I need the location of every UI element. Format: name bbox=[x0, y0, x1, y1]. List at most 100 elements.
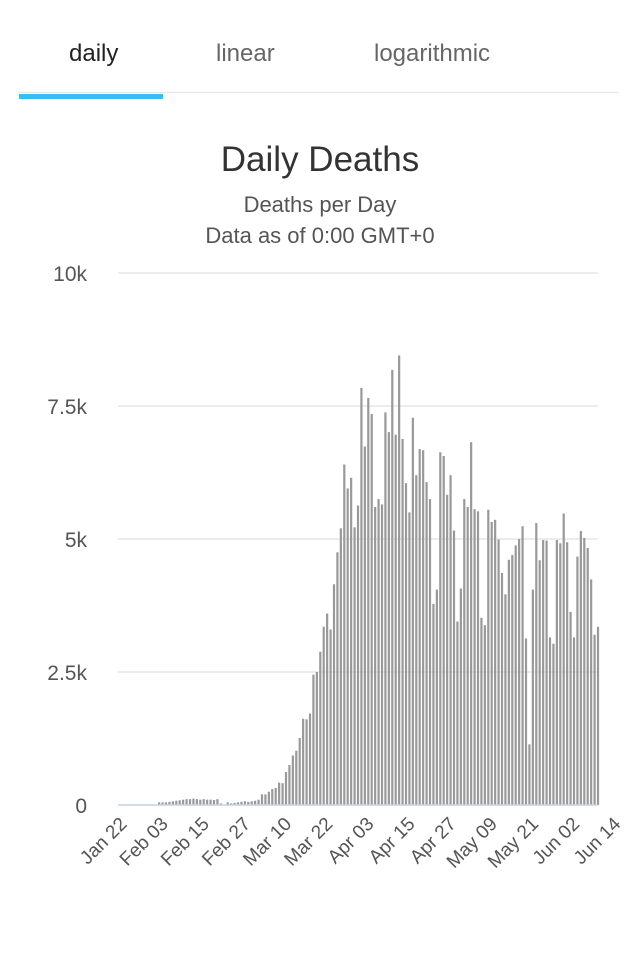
bar bbox=[308, 713, 312, 805]
bar bbox=[531, 589, 534, 805]
bar bbox=[339, 528, 342, 805]
bar bbox=[271, 789, 274, 805]
chart-subtitle: Deaths per Day bbox=[243, 192, 397, 217]
bar bbox=[254, 800, 257, 805]
bar bbox=[274, 787, 277, 805]
bar bbox=[199, 799, 202, 805]
y-tick-label: 5k bbox=[65, 529, 88, 552]
bar bbox=[192, 798, 195, 805]
bar bbox=[452, 530, 456, 805]
bar bbox=[590, 579, 593, 805]
bar bbox=[302, 718, 305, 805]
bar bbox=[284, 772, 288, 805]
bar bbox=[168, 801, 171, 805]
y-tick-label: 7.5k bbox=[47, 396, 87, 419]
bar bbox=[586, 548, 589, 805]
bar bbox=[514, 545, 517, 805]
bar bbox=[404, 483, 408, 805]
tab-logarithmic[interactable]: logarithmic bbox=[374, 40, 491, 67]
bar bbox=[521, 526, 524, 805]
bar bbox=[291, 755, 294, 805]
x-tick-label: Apr 03 bbox=[324, 814, 378, 868]
bar bbox=[158, 802, 161, 805]
bar bbox=[394, 434, 397, 805]
bar bbox=[305, 719, 308, 805]
bar bbox=[432, 603, 435, 805]
bar bbox=[480, 617, 483, 805]
bar bbox=[576, 556, 579, 805]
bar bbox=[281, 783, 284, 805]
bar bbox=[425, 482, 428, 805]
bar bbox=[161, 802, 164, 805]
bar bbox=[542, 540, 545, 805]
bar bbox=[264, 794, 267, 805]
bar bbox=[195, 799, 198, 805]
bar bbox=[566, 542, 569, 805]
bar bbox=[408, 512, 411, 805]
tab-bar: daily linear logarithmic bbox=[18, 0, 619, 100]
bar bbox=[415, 475, 418, 805]
bar bbox=[326, 613, 329, 805]
bar bbox=[459, 588, 462, 805]
bar bbox=[343, 464, 346, 805]
bar bbox=[322, 626, 325, 805]
bar bbox=[188, 799, 192, 805]
bar bbox=[456, 621, 459, 805]
bar bbox=[579, 531, 582, 805]
chart-data-timestamp: Data as of 0:00 GMT+0 bbox=[205, 223, 435, 248]
bar bbox=[315, 672, 318, 805]
chart-title: Daily Deaths bbox=[220, 140, 420, 179]
bar bbox=[202, 799, 205, 805]
active-tab-indicator bbox=[19, 94, 163, 99]
bar bbox=[483, 625, 486, 805]
bar bbox=[545, 540, 548, 805]
bar bbox=[439, 452, 442, 805]
bar bbox=[360, 387, 363, 805]
tab-daily[interactable]: daily bbox=[69, 40, 119, 67]
bar bbox=[504, 594, 507, 805]
bar bbox=[233, 802, 236, 805]
bar bbox=[230, 803, 233, 805]
bar bbox=[391, 369, 394, 805]
x-tick-label: Jun 14 bbox=[570, 813, 625, 868]
bar bbox=[346, 488, 349, 805]
bar bbox=[490, 521, 493, 805]
bar bbox=[353, 527, 356, 805]
bar bbox=[411, 417, 414, 805]
bar bbox=[350, 477, 353, 805]
y-tick-label: 0 bbox=[75, 795, 87, 818]
bar bbox=[446, 494, 449, 805]
bar bbox=[298, 737, 301, 805]
bar bbox=[476, 511, 480, 805]
bar bbox=[528, 744, 531, 805]
bar bbox=[219, 803, 222, 805]
bar bbox=[518, 539, 521, 805]
bar bbox=[171, 801, 174, 805]
bar bbox=[247, 801, 250, 805]
bar bbox=[260, 794, 264, 805]
bar bbox=[463, 499, 466, 805]
bar bbox=[175, 800, 178, 805]
bar bbox=[494, 519, 497, 805]
bar bbox=[596, 626, 600, 805]
bar bbox=[216, 799, 219, 805]
bar bbox=[319, 651, 322, 805]
bar bbox=[377, 499, 380, 805]
tab-linear[interactable]: linear bbox=[216, 40, 275, 67]
bar bbox=[178, 800, 181, 805]
bar bbox=[206, 799, 209, 805]
y-tick-label: 10k bbox=[53, 263, 87, 286]
bar bbox=[209, 799, 212, 805]
bar bbox=[356, 505, 360, 805]
bar bbox=[555, 540, 558, 805]
bar bbox=[250, 801, 253, 805]
bar bbox=[226, 802, 229, 805]
bar bbox=[552, 643, 555, 805]
bar bbox=[535, 523, 538, 805]
bar bbox=[387, 432, 390, 805]
bar bbox=[370, 413, 373, 805]
bar bbox=[473, 509, 476, 805]
bar bbox=[384, 412, 387, 805]
bar bbox=[267, 791, 270, 805]
